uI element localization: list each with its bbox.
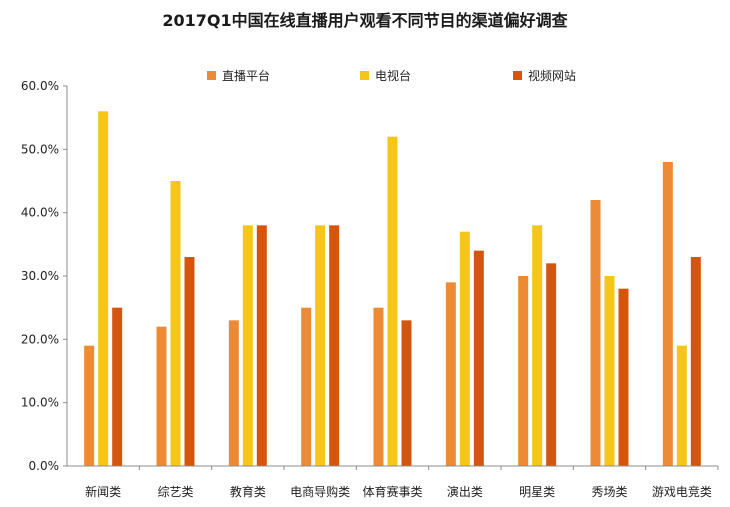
x-tick-label: 游戏电竞类 [652, 485, 712, 499]
y-tick-label: 50.0% [21, 142, 59, 156]
bar-2-2 [170, 181, 181, 466]
bar-1-2 [156, 326, 167, 466]
bar-1-7 [518, 276, 529, 466]
bar-2-8 [604, 276, 615, 466]
y-tick-label: 30.0% [21, 269, 59, 283]
y-tick-label: 60.0% [21, 79, 59, 93]
bar-3-7 [546, 263, 557, 466]
bar-1-9 [662, 162, 673, 466]
bar-3-1 [112, 307, 123, 466]
bar-3-6 [473, 250, 484, 466]
bar-2-3 [242, 225, 253, 466]
x-tick-label: 电商导购类 [290, 484, 350, 499]
y-tick-label: 20.0% [21, 332, 59, 346]
bar-2-9 [676, 345, 687, 466]
bars [84, 111, 701, 466]
bar-1-6 [445, 282, 456, 466]
x-tick-label: 明星类 [519, 485, 555, 499]
bar-1-3 [228, 320, 239, 466]
bar-3-9 [690, 257, 701, 466]
bar-2-6 [459, 231, 470, 466]
legend: 直播平台 电视台 视频网站 [207, 68, 576, 83]
legend-swatch [360, 71, 369, 80]
legend-swatch [207, 71, 216, 80]
bar-3-2 [184, 257, 195, 466]
x-tick-label: 教育类 [230, 484, 266, 499]
x-tick-label: 体育赛事类 [362, 484, 422, 499]
y-tick-label: 40.0% [21, 206, 59, 220]
bar-2-1 [98, 111, 109, 466]
bar-1-4 [301, 307, 312, 466]
bar-3-5 [401, 320, 412, 466]
bar-2-7 [532, 225, 543, 466]
legend-swatch [513, 71, 522, 80]
bar-2-4 [315, 225, 326, 466]
x-axis: 新闻类 综艺类 教育类 电商导购类 体育赛事类 演出类 明星类 秀场类 游戏电竞类 [67, 465, 719, 499]
bar-2-5 [387, 136, 398, 466]
y-tick-label: 10.0% [21, 396, 59, 410]
x-tick-label: 秀场类 [591, 485, 627, 499]
x-tick-label: 新闻类 [85, 484, 121, 499]
bar-3-4 [329, 225, 340, 466]
bar-3-8 [618, 288, 629, 466]
bar-3-3 [256, 225, 267, 466]
legend-label: 视频网站 [528, 68, 576, 83]
chart-title: 2017Q1中国在线直播用户观看不同节目的渠道偏好调查 [162, 11, 567, 30]
x-tick-label: 综艺类 [157, 485, 193, 499]
legend-label: 直播平台 [222, 68, 270, 83]
x-tick-label: 演出类 [447, 484, 483, 499]
y-tick-label: 0.0% [29, 459, 60, 473]
bar-1-5 [373, 307, 384, 466]
legend-label: 电视台 [375, 68, 411, 83]
y-axis: 0.0% 10.0% 20.0% 30.0% 40.0% 50.0% 60.0% [21, 79, 68, 473]
bar-1-1 [84, 345, 95, 466]
bar-1-8 [590, 200, 601, 466]
